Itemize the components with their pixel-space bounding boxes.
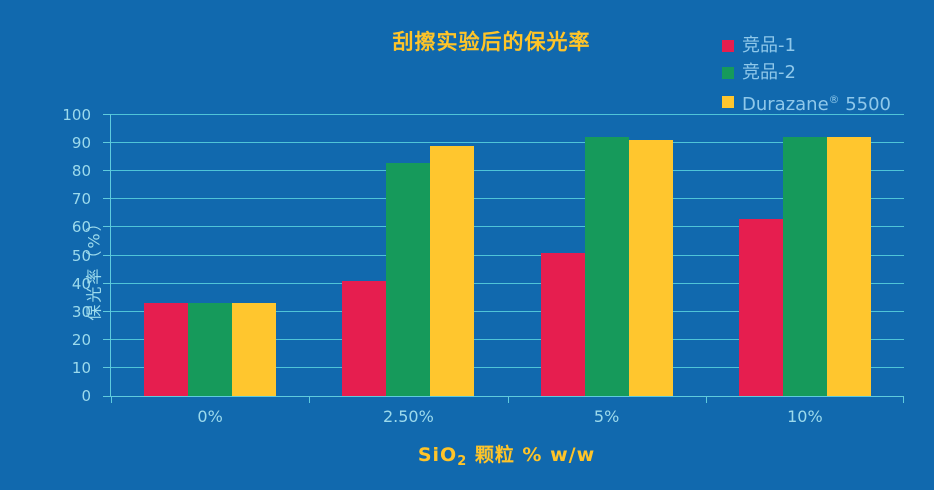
y-axis-tick <box>103 142 111 144</box>
y-axis-tick <box>103 198 111 200</box>
x-category-label: 2.50% <box>382 407 434 426</box>
gridline-80 <box>111 170 904 172</box>
chart-title: 刮擦实验后的保光率 <box>392 30 591 54</box>
x-category-label: 0% <box>197 407 223 426</box>
legend-item: 竞品-2 <box>722 61 891 84</box>
bar-竞品-2-0% <box>188 303 233 396</box>
bar-竞品-2-10% <box>782 137 827 396</box>
y-axis-tick <box>103 226 111 228</box>
bar-竞品-1-10% <box>738 218 783 396</box>
legend-item: 竞品-1 <box>722 34 891 57</box>
bar-竞品-1-5% <box>540 252 585 396</box>
y-axis-tick <box>103 310 111 312</box>
text-part: 2 <box>457 453 468 469</box>
bar-Durazane® 5500-5% <box>628 140 673 396</box>
gridline-100 <box>111 114 904 115</box>
y-tick-label: 10 <box>71 358 91 377</box>
y-tick-label: 20 <box>71 330 91 349</box>
text-part: 5500 <box>839 94 891 115</box>
legend-label: 竞品-1 <box>742 35 796 56</box>
y-tick-label: 60 <box>71 218 91 237</box>
y-tick-label: 100 <box>62 106 91 124</box>
text-part: ® <box>828 93 840 106</box>
y-tick-label: 40 <box>71 274 91 293</box>
bar-竞品-1-2.50% <box>342 280 387 396</box>
text-part: 颗粒 % w/w <box>467 444 596 466</box>
bar-Durazane® 5500-0% <box>232 303 277 396</box>
x-axis-title: SiO2 颗粒 % w/w <box>110 440 903 469</box>
gridline-30 <box>111 310 904 312</box>
text-part: Durazane <box>742 94 829 115</box>
y-axis-tick <box>103 170 111 172</box>
plot-area: 保光率（%） 0 10 20 30 40 50 60 70 80 90 100 0% 2.50% 5% 10… <box>62 106 904 426</box>
gridline-60 <box>111 226 904 228</box>
x-category-label: 5% <box>593 407 620 426</box>
y-tick-label: 90 <box>71 134 91 153</box>
gridline-40 <box>111 282 904 284</box>
y-axis-tick <box>103 282 111 284</box>
bar-竞品-2-5% <box>584 137 629 396</box>
bar-竞品-1-0% <box>144 303 189 396</box>
x-axis-tick <box>508 397 509 403</box>
y-axis-tick <box>103 114 111 115</box>
gridline-50 <box>111 254 904 256</box>
gridline-20 <box>111 338 904 340</box>
legend-label: Durazane® 5500 <box>742 88 891 116</box>
y-axis-tick <box>103 396 111 397</box>
x-axis-tick <box>111 397 112 403</box>
y-tick-label: 70 <box>71 190 91 209</box>
legend-marker <box>722 66 734 79</box>
text-part: SiO <box>417 444 458 466</box>
x-axis-tick <box>903 397 904 403</box>
y-tick-label: 30 <box>71 302 91 321</box>
y-tick-label: 0 <box>81 387 91 405</box>
bar-竞品-2-2.50% <box>386 162 431 396</box>
bar-Durazane® 5500-2.50% <box>430 145 475 396</box>
legend-label: 竞品-2 <box>742 62 796 83</box>
y-axis-tick <box>103 338 111 340</box>
legend-item: Durazane® 5500 <box>722 88 891 116</box>
x-axis-tick <box>309 397 310 403</box>
x-category-label: 10% <box>787 407 823 426</box>
gridline-90 <box>111 142 904 144</box>
legend: 竞品-1 竞品-2 Durazane® 5500 <box>722 34 891 116</box>
gridline-70 <box>111 198 904 200</box>
y-axis-tick <box>103 254 111 256</box>
bar-Durazane® 5500-10% <box>826 137 871 396</box>
y-tick-label: 50 <box>71 246 91 265</box>
y-axis-tick <box>103 366 111 368</box>
y-tick-label: 80 <box>71 162 91 181</box>
gridline-10 <box>111 366 904 368</box>
legend-marker <box>722 39 734 52</box>
x-axis-tick <box>706 397 707 403</box>
legend-marker <box>722 96 734 108</box>
